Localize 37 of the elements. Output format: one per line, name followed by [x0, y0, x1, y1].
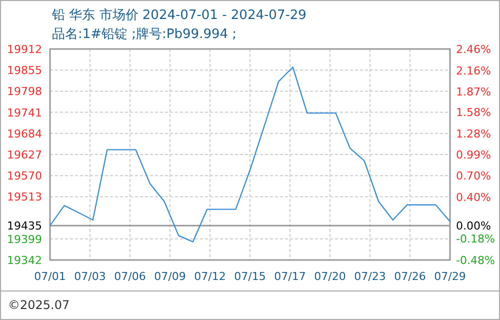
x-tick-label: 07/01	[34, 270, 66, 283]
y2-tick-label: 1.28%	[456, 128, 491, 141]
line-series	[49, 66, 451, 242]
y-tick-label: 19399	[7, 232, 42, 246]
y-tick-label: 19342	[7, 254, 42, 267]
y2-tick-label: 0.70%	[456, 169, 491, 182]
y2-tick-label: 1.87%	[456, 85, 491, 98]
y2-tick-label: 2.46%	[456, 43, 491, 56]
y2-tick-label: 0.40%	[456, 190, 491, 204]
y2-tick-label: 0.00%	[456, 220, 491, 233]
x-tick-label: 07/29	[434, 270, 466, 283]
y-tick-label: 19435	[7, 220, 42, 233]
text: ©2025.07	[8, 298, 70, 312]
y-tick-label: 19570	[7, 170, 42, 183]
x-tick-label: 07/12	[194, 270, 226, 283]
y-tick-label: 19513	[7, 190, 42, 204]
x-tick-label: 07/17	[274, 270, 306, 283]
y2-tick-label: 0.99%	[456, 148, 491, 162]
y2-tick-label: -0.48%	[456, 254, 495, 267]
x-tick-label: 07/20	[314, 270, 346, 283]
chart-title: 铅 华东 市场价 2024-07-01 - 2024-07-29	[51, 8, 306, 23]
y-tick-label: 19855	[7, 64, 42, 78]
y-tick-label: 19912	[7, 43, 42, 56]
x-tick-label: 07/09	[154, 270, 186, 283]
y2-tick-label: 2.16%	[456, 64, 491, 78]
y2-tick-label: 1.58%	[456, 106, 491, 120]
y-tick-label: 19741	[7, 106, 42, 120]
y2-tick-label: -0.18%	[456, 232, 495, 246]
y-tick-label: 19684	[7, 127, 42, 140]
y-tick-label: 19798	[7, 85, 42, 98]
x-tick-label: 07/15	[234, 270, 266, 283]
x-tick-label: 07/06	[114, 270, 146, 283]
y-tick-label: 19627	[7, 148, 42, 162]
x-tick-label: 07/03	[74, 270, 106, 283]
chart-subtitle: 品名:1#铅锭 ;牌号:Pb99.994 ;	[52, 27, 237, 42]
x-tick-label: 07/23	[354, 270, 386, 283]
x-tick-label: 07/26	[394, 270, 426, 283]
